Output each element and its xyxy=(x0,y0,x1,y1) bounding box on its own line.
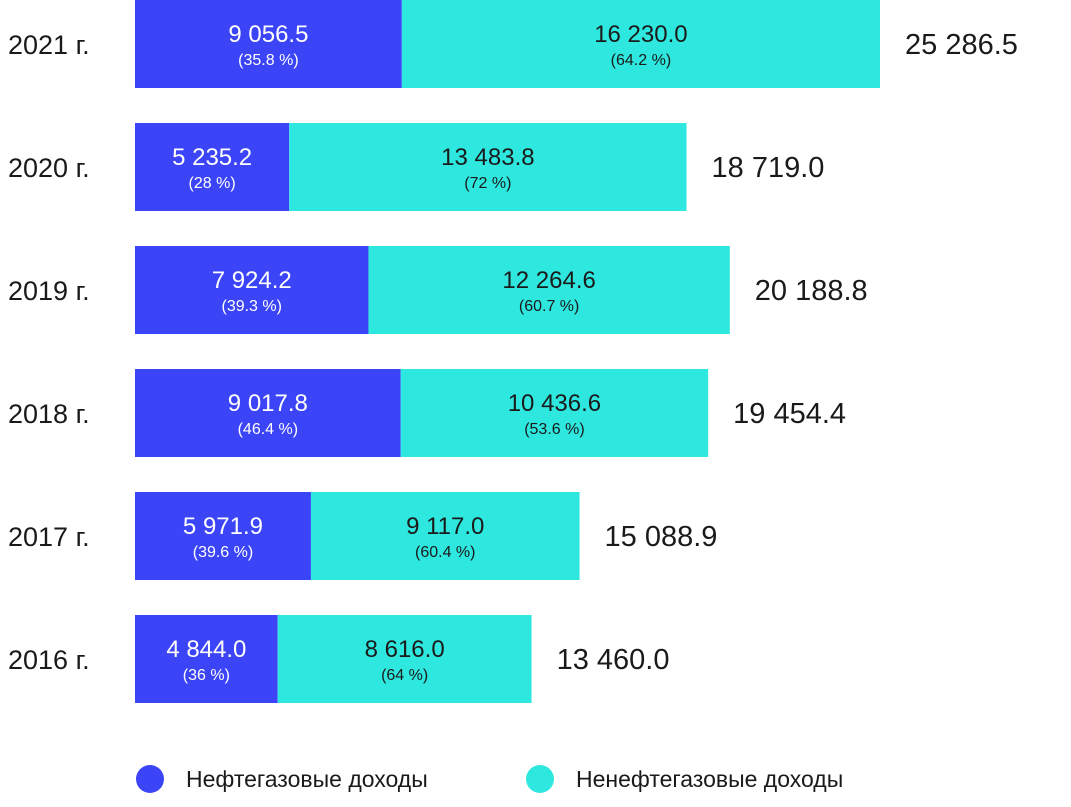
category-label: 2020 г. xyxy=(8,153,90,183)
category-label: 2019 г. xyxy=(8,276,90,306)
category-label: 2016 г. xyxy=(8,645,90,675)
data-label-percent: (36 %) xyxy=(183,667,230,684)
total-label: 25 286.5 xyxy=(905,29,1018,61)
data-label-percent: (28 %) xyxy=(189,175,236,192)
bar-segment-oil-gas xyxy=(135,0,402,88)
data-label-percent: (64.2 %) xyxy=(611,52,671,69)
total-label: 15 088.9 xyxy=(605,521,718,553)
category-label: 2018 г. xyxy=(8,399,90,429)
data-label-percent: (35.8 %) xyxy=(238,52,298,69)
data-label-value: 4 844.0 xyxy=(166,636,246,663)
data-label-percent: (64 %) xyxy=(381,667,428,684)
data-label-value: 12 264.6 xyxy=(502,267,595,294)
data-label-value: 10 436.6 xyxy=(508,390,601,417)
data-label-percent: (60.4 %) xyxy=(415,544,475,561)
data-label-value: 9 017.8 xyxy=(228,390,308,417)
legend-label-oil-gas: Нефтегазовые доходы xyxy=(186,766,428,792)
bar-segment-oil-gas xyxy=(135,123,290,211)
legend-marker-non-oil-gas xyxy=(526,765,554,793)
category-label: 2021 г. xyxy=(8,30,90,60)
bar-segment-oil-gas xyxy=(135,246,369,334)
bar-segment-oil-gas xyxy=(135,369,401,457)
bar-segment-oil-gas xyxy=(135,615,278,703)
legend-marker-oil-gas xyxy=(136,765,164,793)
bar-segment-non-oil-gas xyxy=(277,615,532,703)
data-label-percent: (53.6 %) xyxy=(524,421,584,438)
data-label-percent: (39.3 %) xyxy=(221,298,281,315)
data-label-percent: (39.6 %) xyxy=(193,544,253,561)
category-label: 2017 г. xyxy=(8,522,90,552)
data-label-percent: (46.4 %) xyxy=(238,421,298,438)
data-label-value: 9 117.0 xyxy=(406,513,484,540)
legend-label-non-oil-gas: Ненефтегазовые доходы xyxy=(576,766,843,792)
bar-segment-oil-gas xyxy=(135,492,311,580)
bar-segment-non-oil-gas xyxy=(310,492,580,580)
total-label: 18 719.0 xyxy=(712,152,825,184)
data-label-value: 13 483.8 xyxy=(441,144,534,171)
total-label: 13 460.0 xyxy=(557,644,670,676)
data-label-value: 9 056.5 xyxy=(228,21,308,48)
total-label: 20 188.8 xyxy=(755,275,868,307)
data-label-value: 7 924.2 xyxy=(212,267,292,294)
bar-segment-non-oil-gas xyxy=(401,0,880,88)
bar-segment-non-oil-gas xyxy=(289,123,687,211)
bar-segment-non-oil-gas xyxy=(368,246,730,334)
data-label-value: 8 616.0 xyxy=(365,636,445,663)
bar-segment-non-oil-gas xyxy=(400,369,709,457)
total-label: 19 454.4 xyxy=(733,398,846,430)
data-label-value: 16 230.0 xyxy=(594,21,687,48)
data-label-value: 5 971.9 xyxy=(183,513,263,540)
data-label-percent: (60.7 %) xyxy=(519,298,579,315)
data-label-percent: (72 %) xyxy=(464,175,511,192)
data-label-value: 5 235.2 xyxy=(172,144,252,171)
